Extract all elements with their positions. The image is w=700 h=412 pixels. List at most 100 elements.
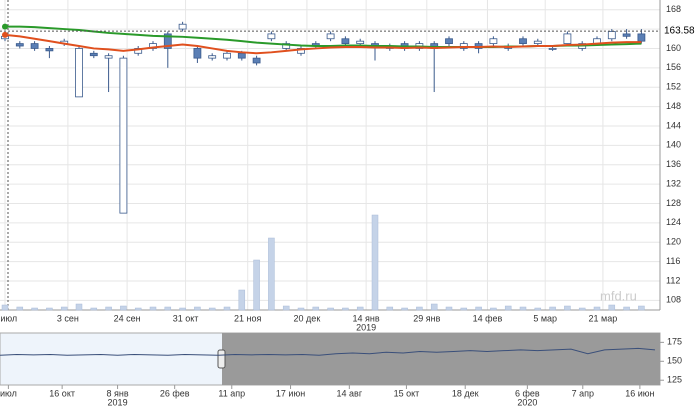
candle-body (533, 40, 542, 44)
x-tick-label: 16 июн (625, 388, 654, 398)
x-tick-label: 7 апр (572, 388, 594, 398)
volume-bar (238, 289, 246, 311)
y-tick-label: 175 (667, 337, 682, 347)
candle-body (326, 33, 335, 40)
x-tick-label: 14 янв (353, 313, 380, 323)
y-tick-label: 140 (666, 140, 681, 150)
candle-body (637, 33, 646, 42)
x-tick-label: 3 сен (57, 313, 79, 323)
candle-body (356, 40, 365, 44)
navigator-selection (222, 333, 660, 385)
candle-body (178, 23, 187, 30)
volume-bar (179, 307, 186, 311)
x-tick-label: 29 янв (413, 313, 440, 323)
x-tick-label: 17 июн (276, 388, 305, 398)
candle-body (223, 52, 231, 59)
candle-body (15, 43, 24, 47)
candle-body (30, 43, 39, 49)
y-tick-label: 148 (666, 101, 681, 111)
x-tick-label: 16 окт (49, 388, 75, 398)
y-tick-label: 150 (667, 356, 682, 366)
volume-bar (342, 307, 349, 311)
candle-body (341, 38, 350, 44)
volume-bar (134, 307, 142, 311)
watermark: mfd.ru (600, 288, 637, 303)
y-tick-label: 156 (666, 62, 681, 72)
candle-body (163, 33, 172, 49)
candle-body (45, 48, 54, 52)
volume-bar (164, 306, 172, 311)
candle-body (622, 33, 631, 37)
volume-bar (475, 306, 482, 311)
y-tick-label: 160 (666, 43, 681, 53)
volume-bar (105, 306, 112, 311)
volume-bar (460, 307, 468, 311)
x-tick-label: 6 фев (515, 388, 540, 398)
x-tick-label: 14 авг (337, 388, 363, 398)
candle-body (563, 33, 572, 44)
candle-body (208, 55, 217, 59)
last-price-label: 163.58 (664, 26, 695, 37)
candle-body (267, 33, 276, 40)
volume-bar (60, 306, 68, 311)
volume-bar (16, 306, 24, 311)
volume-bar (430, 303, 438, 311)
navigator-line (0, 347, 656, 356)
candle-body (119, 57, 128, 214)
volume-bar (31, 307, 38, 311)
volume-bar (253, 259, 260, 311)
volume-bar (549, 306, 556, 311)
volume-bar (120, 305, 127, 311)
candle-body (607, 31, 616, 40)
year-label: 2019 (356, 322, 376, 332)
y-tick-label: 124 (666, 217, 681, 227)
y-tick-label: 152 (666, 82, 681, 92)
volume-bar (149, 306, 157, 311)
ma-line (4, 33, 642, 55)
navigator-handle (217, 349, 226, 369)
x-tick-label: 31 окт (173, 313, 199, 323)
y-tick-label: 168 (666, 4, 681, 14)
volume-bar (46, 307, 53, 311)
volume-bar (401, 307, 408, 311)
volume-bar (282, 305, 290, 311)
y-tick-label: 116 (666, 256, 680, 266)
candle-body (489, 38, 498, 44)
candle-body (193, 48, 202, 59)
y-tick-label: 132 (666, 178, 681, 188)
volume-bar (268, 237, 275, 311)
candle-body (252, 57, 261, 64)
volume-bar (90, 307, 98, 311)
x-tick-label: 15 окт (394, 388, 420, 398)
candle-body (519, 38, 527, 44)
volume-bar (593, 306, 601, 311)
candle-body (104, 55, 113, 59)
volume-bar (327, 307, 334, 311)
volume-bar (194, 306, 201, 311)
x-tick-label: 14 фев (473, 313, 503, 323)
y-tick-label: 108 (666, 295, 681, 305)
x-tick-label: 26 фев (160, 388, 190, 398)
x-tick-label: 21 мар (589, 313, 618, 323)
volume-bar (297, 307, 305, 311)
x-tick-label: 18 дек (452, 388, 479, 398)
volume-bar (638, 305, 645, 311)
volume-bar (578, 307, 586, 311)
volume-bar (534, 307, 542, 311)
y-tick-label: 125 (667, 375, 682, 385)
x-tick-label: 0 июл (0, 313, 17, 323)
y-tick-label: 112 (666, 275, 680, 285)
volume-bar (490, 307, 497, 311)
volume-bar (312, 306, 320, 311)
x-tick-label: 8 янв (106, 388, 128, 398)
y-tick-label: 128 (666, 198, 681, 208)
volume-bar (564, 305, 571, 311)
ma-start (2, 31, 8, 38)
volume-bar (623, 306, 630, 311)
x-tick-label: 5 мар (533, 313, 557, 323)
ma-start (2, 23, 8, 30)
volume-bar (208, 307, 216, 311)
volume-bar (371, 214, 379, 311)
candle-body (89, 52, 98, 57)
